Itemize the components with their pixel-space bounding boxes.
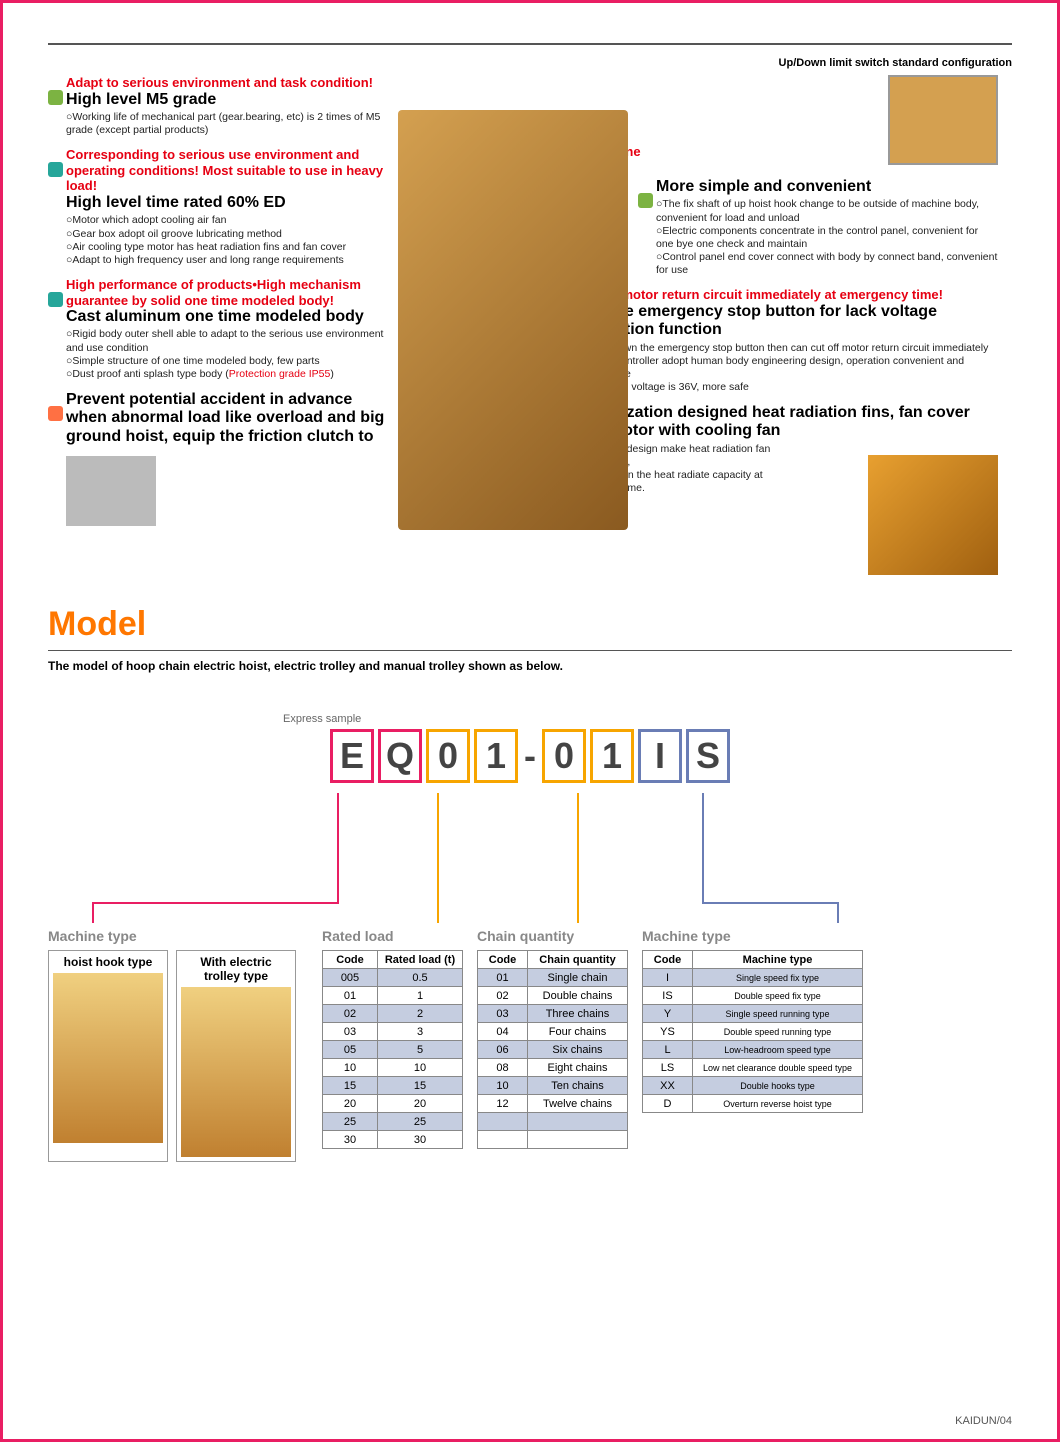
feature-block: Corresponding to serious use environment… — [48, 147, 388, 267]
express-label: Express sample — [283, 713, 1012, 725]
feature-head: Prevent potential accident in advance wh… — [66, 391, 388, 446]
tables-row: Machine type hoist hook type With electr… — [48, 928, 1012, 1162]
feature-head: High level M5 grade — [66, 91, 388, 109]
hoist-hook-image — [53, 973, 163, 1143]
code-char: 1 — [474, 729, 518, 783]
table-title: Rated load — [322, 928, 463, 944]
code-char: I — [638, 729, 682, 783]
feature-head: More simple and convenient — [656, 178, 998, 196]
feature-icon — [48, 162, 63, 177]
model-heading: Model — [48, 605, 1012, 644]
feature-block: Adapt to serious environment and task co… — [48, 75, 388, 137]
page-footer: KAIDUN/04 — [955, 1415, 1012, 1427]
top-divider — [48, 43, 1012, 45]
rated-load-table: CodeRated load (t)0050.50110220330551010… — [322, 950, 463, 1149]
feature-icon — [638, 193, 653, 208]
limit-switch-note: Up/Down limit switch standard configurat… — [48, 57, 1012, 69]
feature-red: High performance of products•High mechan… — [66, 277, 388, 308]
code-dash: - — [524, 735, 536, 777]
feature-block: Prevent potential accident in advance wh… — [48, 391, 388, 446]
feature-head: Has the emergency stop button for lack v… — [576, 303, 998, 340]
feature-red: Adapt to serious environment and task co… — [66, 75, 388, 91]
feature-head: Optimization designed heat radiation fin… — [576, 404, 998, 441]
table-title: Machine type — [48, 928, 308, 944]
hoist-type-col: hoist hook type — [48, 950, 168, 1162]
code-char: 0 — [542, 729, 586, 783]
gear-image — [66, 456, 156, 526]
feature-block: Improved task efficiency of one by one c… — [638, 178, 998, 277]
feature-detail: ○Motor which adopt cooling air fan ○Gear… — [66, 214, 388, 267]
machine-type-table: CodeMachine typeISingle speed fix typeIS… — [642, 950, 863, 1113]
code-char: S — [686, 729, 730, 783]
feature-block: High performance of products•High mechan… — [48, 277, 388, 381]
hoist-type-head: With electric trolley type — [181, 955, 291, 983]
trolley-image — [181, 987, 291, 1157]
feature-detail: ○The fix shaft of up hoist hook change t… — [656, 198, 998, 277]
model-code: E Q 0 1 - 0 1 I S — [48, 729, 1012, 783]
table-title: Machine type — [642, 928, 863, 944]
feature-head: Cast aluminum one time modeled body — [66, 308, 388, 326]
table-title: Chain quantity — [477, 928, 628, 944]
chain-qty-table: CodeChain quantity01Single chain02Double… — [477, 950, 628, 1149]
switch-image — [888, 75, 998, 165]
hoist-image — [398, 110, 628, 530]
feature-detail: ○Press down the emergency stop button th… — [576, 342, 998, 395]
feature-icon — [48, 292, 63, 307]
code-char: 1 — [590, 729, 634, 783]
code-char: E — [330, 729, 374, 783]
feature-icon — [48, 406, 63, 421]
features-section: Adapt to serious environment and task co… — [48, 75, 1012, 575]
hoist-type-col: With electric trolley type — [176, 950, 296, 1162]
hoist-type-head: hoist hook type — [53, 955, 163, 969]
feature-icon — [48, 90, 63, 105]
divider — [48, 650, 1012, 651]
code-char: 0 — [426, 729, 470, 783]
feature-detail: ○Rigid body outer shell able to adapt to… — [66, 328, 388, 381]
code-char: Q — [378, 729, 422, 783]
model-intro: The model of hoop chain electric hoist, … — [48, 659, 1012, 673]
feature-head: High level time rated 60% ED — [66, 194, 388, 212]
feature-detail: ○Working life of mechanical part (gear.b… — [66, 111, 388, 137]
connector-lines — [48, 793, 1012, 923]
feature-red: Corresponding to serious use environment… — [66, 147, 388, 194]
feature-red: Cut off motor return circuit immediately… — [576, 287, 998, 303]
